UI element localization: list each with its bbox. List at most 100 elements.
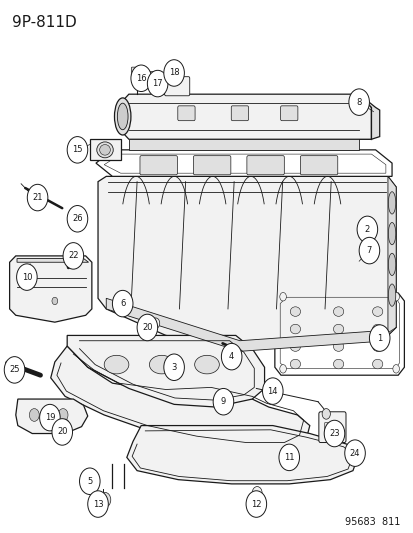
Text: 23: 23 (328, 429, 339, 438)
Text: 8: 8 (356, 98, 361, 107)
Circle shape (392, 365, 399, 373)
Circle shape (40, 405, 60, 431)
Polygon shape (96, 150, 391, 176)
Polygon shape (51, 346, 309, 449)
Text: 9: 9 (220, 397, 225, 406)
Ellipse shape (149, 356, 174, 374)
Polygon shape (9, 256, 92, 322)
Text: 11: 11 (283, 453, 294, 462)
Polygon shape (116, 94, 370, 139)
Ellipse shape (387, 284, 395, 306)
Polygon shape (128, 139, 358, 150)
Circle shape (17, 264, 37, 290)
Circle shape (321, 409, 330, 419)
Text: 26: 26 (72, 214, 83, 223)
Circle shape (27, 184, 48, 211)
Ellipse shape (114, 98, 131, 135)
Circle shape (88, 491, 108, 518)
FancyBboxPatch shape (280, 106, 297, 120)
Circle shape (147, 70, 168, 97)
Text: 9P-811D: 9P-811D (12, 14, 76, 30)
FancyBboxPatch shape (164, 77, 189, 96)
Ellipse shape (332, 359, 343, 369)
FancyBboxPatch shape (318, 412, 345, 442)
Circle shape (61, 419, 69, 430)
Text: 25: 25 (9, 366, 20, 374)
Polygon shape (17, 259, 88, 262)
Circle shape (279, 365, 286, 373)
Ellipse shape (117, 103, 128, 130)
Ellipse shape (332, 342, 343, 351)
Text: 21: 21 (32, 193, 43, 202)
Circle shape (52, 419, 72, 445)
Circle shape (131, 65, 151, 92)
Circle shape (114, 304, 122, 314)
Text: 1: 1 (376, 334, 382, 343)
Polygon shape (358, 94, 379, 139)
FancyBboxPatch shape (231, 106, 248, 120)
FancyBboxPatch shape (299, 156, 337, 175)
Ellipse shape (290, 324, 300, 334)
FancyBboxPatch shape (140, 156, 177, 175)
Text: 13: 13 (93, 499, 103, 508)
Text: 14: 14 (267, 386, 278, 395)
Circle shape (323, 420, 344, 447)
Circle shape (164, 354, 184, 381)
Circle shape (278, 444, 299, 471)
Ellipse shape (290, 359, 300, 369)
Text: 4: 4 (228, 352, 234, 361)
Circle shape (137, 314, 157, 341)
Circle shape (63, 243, 83, 269)
Text: 19: 19 (45, 413, 55, 422)
Ellipse shape (372, 342, 382, 351)
Ellipse shape (290, 342, 300, 351)
Text: 24: 24 (349, 449, 359, 458)
Ellipse shape (104, 356, 128, 374)
FancyBboxPatch shape (147, 71, 160, 83)
Polygon shape (98, 176, 395, 346)
FancyBboxPatch shape (131, 67, 142, 78)
Ellipse shape (332, 307, 343, 317)
Ellipse shape (387, 222, 395, 245)
Text: 16: 16 (135, 74, 146, 83)
Ellipse shape (332, 324, 343, 334)
Text: 12: 12 (251, 499, 261, 508)
Circle shape (221, 343, 241, 370)
Circle shape (368, 325, 389, 351)
Circle shape (351, 448, 359, 458)
Circle shape (262, 378, 282, 405)
Polygon shape (16, 399, 88, 433)
Text: 10: 10 (21, 272, 32, 281)
Text: 18: 18 (169, 68, 179, 77)
Circle shape (29, 409, 39, 421)
FancyBboxPatch shape (193, 156, 230, 175)
Circle shape (245, 491, 266, 518)
Circle shape (99, 492, 111, 507)
Circle shape (52, 297, 57, 305)
Ellipse shape (372, 307, 382, 317)
Polygon shape (67, 335, 264, 407)
Text: 2: 2 (364, 225, 369, 234)
Polygon shape (106, 298, 387, 351)
FancyBboxPatch shape (324, 422, 339, 436)
Text: 20: 20 (57, 427, 67, 437)
Polygon shape (274, 293, 404, 375)
Ellipse shape (194, 356, 219, 374)
Text: 3: 3 (171, 363, 176, 372)
Text: 95683  811: 95683 811 (344, 518, 399, 527)
Ellipse shape (372, 359, 382, 369)
Text: 20: 20 (142, 323, 152, 332)
Polygon shape (126, 425, 358, 484)
Circle shape (213, 389, 233, 415)
Circle shape (58, 409, 68, 421)
FancyBboxPatch shape (177, 106, 195, 120)
Circle shape (79, 468, 100, 495)
Circle shape (112, 290, 133, 317)
Circle shape (358, 237, 379, 264)
Text: 17: 17 (152, 79, 163, 88)
Circle shape (67, 136, 88, 163)
Ellipse shape (372, 324, 382, 334)
Polygon shape (90, 139, 120, 160)
Circle shape (356, 216, 377, 243)
Ellipse shape (97, 142, 113, 158)
